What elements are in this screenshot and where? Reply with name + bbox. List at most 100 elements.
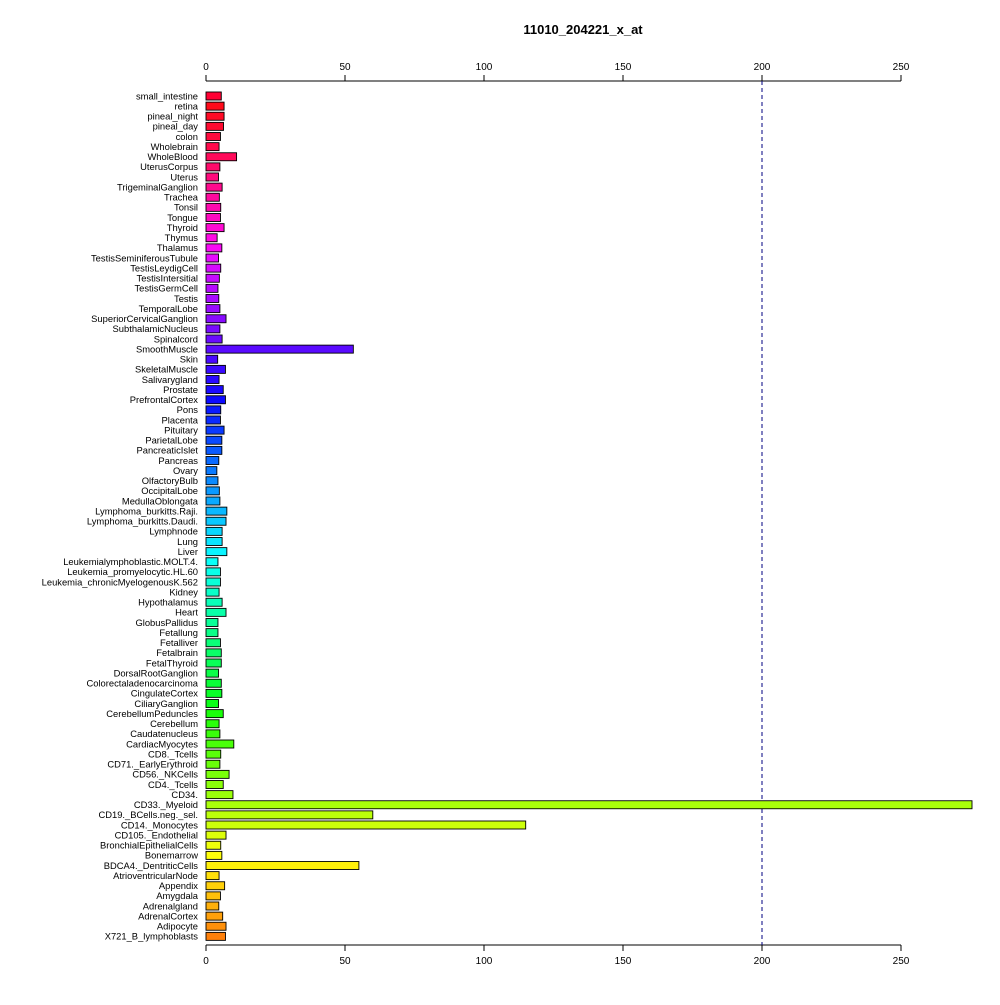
bar: [205, 699, 219, 708]
category-label: Pons: [177, 404, 199, 415]
bar: [205, 405, 222, 415]
category-label: OccipitalLobe: [141, 485, 198, 496]
bar: [205, 506, 228, 516]
chart-title: 11010_204221_x_at: [523, 22, 643, 37]
bottom-axis-tick-label: 150: [615, 956, 632, 967]
bar: [205, 385, 224, 395]
bottom-axis-tick-label: 0: [203, 956, 209, 967]
bar: [205, 294, 220, 303]
category-label: WholeBlood: [147, 151, 198, 162]
bar: [205, 223, 225, 233]
category-label: TemporalLobe: [139, 303, 198, 314]
category-label: Adrenalgland: [143, 900, 198, 911]
category-label: DorsalRootGanglion: [114, 667, 198, 678]
bar: [205, 850, 223, 860]
bar: [205, 354, 219, 364]
category-label: Amygdala: [156, 890, 198, 901]
bar: [205, 486, 220, 496]
bar: [205, 830, 227, 840]
category-labels-group: small_intestineretinapineal_nightpineal_…: [42, 90, 199, 941]
category-label: CD34.: [171, 789, 198, 800]
category-label: Tonsil: [174, 202, 198, 213]
category-label: Caudatenucleus: [130, 728, 198, 739]
category-label: Liver: [178, 546, 198, 557]
bar: [205, 152, 238, 162]
category-label: CardiacMyocytes: [126, 738, 198, 749]
category-label: Spinalcord: [154, 333, 198, 344]
category-label: SubthalamicNucleus: [113, 323, 199, 334]
category-label: CerebellumPeduncles: [106, 708, 198, 719]
bar: [205, 496, 221, 506]
category-label: CD4._Tcells: [148, 779, 198, 790]
bar: [205, 628, 219, 638]
bar: [205, 142, 220, 152]
bar: [205, 810, 374, 820]
category-label: Lymphnode: [149, 526, 198, 537]
bar: [205, 891, 221, 901]
bar: [205, 202, 222, 212]
bar: [205, 111, 225, 121]
category-label: Fetalliver: [160, 637, 198, 648]
bar: [205, 719, 220, 729]
category-label: small_intestine: [136, 90, 198, 101]
bar: [205, 780, 224, 789]
category-label: Thyroid: [167, 222, 198, 233]
bar: [205, 132, 221, 141]
category-label: Hypothalamus: [138, 597, 198, 608]
bar: [205, 334, 223, 344]
category-label: OlfactoryBulb: [142, 475, 198, 486]
bar: [205, 263, 222, 273]
bar: [205, 425, 225, 435]
category-label: TestisSeminiferousTubule: [91, 252, 198, 263]
bar: [205, 658, 222, 668]
bar: [205, 101, 225, 111]
category-label: AdrenalCortex: [138, 910, 198, 921]
bar: [205, 314, 227, 324]
category-label: Skin: [180, 354, 198, 365]
bar: [205, 121, 224, 131]
category-label: pineal_day: [153, 121, 199, 132]
top-axis-tick-label: 100: [476, 62, 493, 73]
category-label: Lymphoma_burkitts.Daudi.: [87, 516, 198, 527]
top-axis-tick-label: 250: [893, 62, 910, 73]
bar: [205, 678, 222, 688]
bar: [205, 273, 220, 283]
bottom-x-axis: 0 50 100 150 200 250: [203, 944, 910, 967]
bar: [205, 800, 973, 810]
category-label: Prostate: [163, 384, 198, 395]
category-label: Leukemia_promyelocytic.HL.60: [67, 566, 198, 577]
bar: [205, 91, 222, 101]
bar: [205, 445, 223, 455]
bottom-axis-tick-label: 100: [476, 956, 493, 967]
category-label: ParietalLobe: [145, 435, 198, 446]
bar: [205, 861, 360, 870]
category-label: Fetallung: [159, 627, 198, 638]
bar: [205, 709, 224, 719]
category-label: Tongue: [167, 212, 198, 223]
bar: [205, 516, 227, 526]
category-label: FetalThyroid: [146, 657, 198, 668]
category-label: CD19._BCells.neg._sel.: [98, 809, 198, 820]
category-label: TestisIntersitial: [137, 273, 198, 284]
bottom-axis-tick-label: 50: [339, 956, 351, 967]
bottom-axis-tick-label: 200: [754, 956, 771, 967]
bar: [205, 456, 220, 465]
bar: [205, 567, 221, 577]
bar: [205, 364, 226, 374]
bar: [205, 618, 219, 627]
category-label: SkeletalMuscle: [135, 364, 198, 375]
bar: [205, 213, 221, 222]
category-label: Adipocyte: [157, 921, 198, 932]
bar: [205, 607, 227, 617]
category-label: X721_B_lymphoblasts: [105, 931, 199, 942]
category-label: Leukemia_chronicMyelogenousK.562: [42, 576, 198, 587]
bar: [205, 769, 230, 779]
bar: [205, 304, 221, 314]
bar: [205, 921, 227, 931]
bar: [205, 476, 219, 486]
bar: [205, 820, 527, 830]
category-label: Thalamus: [157, 242, 198, 253]
category-label: retina: [175, 100, 199, 111]
category-label: UterusCorpus: [140, 161, 198, 172]
